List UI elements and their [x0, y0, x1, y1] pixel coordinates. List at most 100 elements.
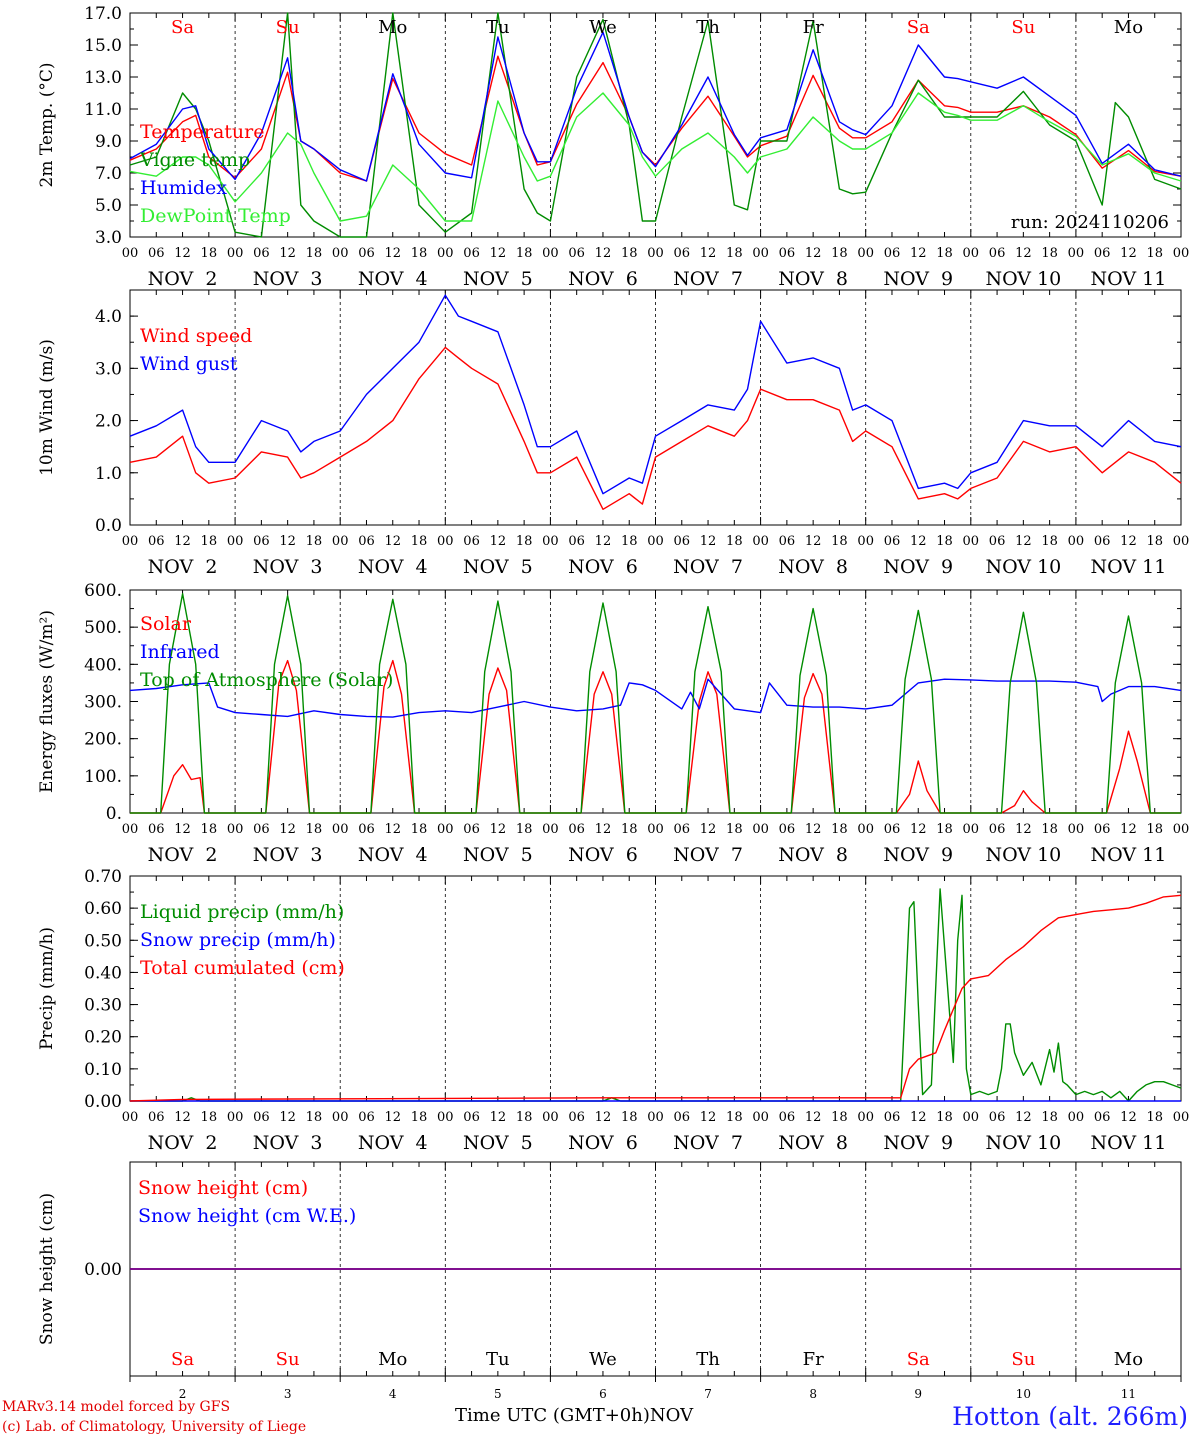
hour-tick-label: 12 [384, 534, 401, 549]
hour-tick-label: 06 [148, 246, 165, 261]
hour-tick-label: 06 [568, 246, 585, 261]
hour-tick-label: 00 [752, 534, 769, 549]
hour-tick-label: 06 [884, 1110, 901, 1125]
weekday-label: Th [696, 17, 720, 38]
y-tick-label: 400. [84, 655, 122, 675]
station-label: Hotton (alt. 266m) [952, 1402, 1188, 1431]
legend-entry: Total cumulated (cm) [140, 957, 345, 979]
weekday-label: Mo [1114, 1349, 1143, 1370]
panel-flux: 0. 100. 200. 300. 400. 500. 600. Energy fluxes … [37, 581, 1189, 866]
date-label: NOV 11 [1091, 556, 1167, 578]
hour-tick-label: 00 [227, 822, 244, 837]
hour-tick-label: 00 [647, 246, 664, 261]
day-number-label: 8 [809, 1387, 817, 1401]
hour-tick-label: 12 [805, 1110, 822, 1125]
hour-tick-label: 06 [358, 534, 375, 549]
hour-tick-label: 06 [779, 822, 796, 837]
hour-tick-label: 18 [936, 1110, 953, 1125]
hour-tick-label: 06 [568, 534, 585, 549]
hour-tick-label: 00 [1173, 822, 1190, 837]
y-tick-label: 3.0 [95, 228, 122, 248]
y-tick-label: 2.0 [95, 412, 122, 432]
date-label: NOV 9 [883, 1132, 953, 1154]
date-label: NOV 4 [358, 844, 428, 866]
hour-tick-label: 12 [910, 534, 927, 549]
date-label: NOV 9 [883, 844, 953, 866]
hour-tick-label: 12 [805, 822, 822, 837]
hour-tick-label: 00 [227, 534, 244, 549]
date-label: NOV 7 [673, 556, 743, 578]
series-line-wind-speed [129, 346, 1182, 510]
y-tick-label: 0.60 [84, 899, 122, 919]
hour-tick-label: 00 [332, 822, 349, 837]
day-number-label: 5 [494, 1387, 502, 1401]
hour-tick-label: 12 [595, 1110, 612, 1125]
hour-tick-label: 00 [963, 822, 980, 837]
hour-tick-label: 18 [201, 534, 218, 549]
y-tick-label: 300. [84, 693, 122, 713]
hour-tick-label: 00 [1068, 246, 1085, 261]
hour-tick-label: 12 [1015, 1110, 1032, 1125]
day-number-label: 7 [704, 1387, 712, 1401]
hour-tick-label: 18 [306, 822, 323, 837]
series-line-vigne-temp [129, 12, 1182, 238]
weekday-label: Fr [803, 1349, 824, 1370]
hour-tick-label: 18 [726, 246, 743, 261]
date-label: NOV 3 [253, 844, 323, 866]
legend-entry: Snow precip (mm/h) [140, 929, 336, 951]
date-label: NOV 5 [463, 268, 533, 290]
date-label: NOV 7 [673, 268, 743, 290]
y-axis-title: 10m Wind (m/s) [37, 339, 57, 476]
date-label: NOV 5 [463, 844, 533, 866]
hour-tick-label: 00 [647, 822, 664, 837]
hour-tick-label: 18 [1041, 534, 1058, 549]
weekday-label: We [589, 1349, 617, 1370]
date-label: NOV 8 [778, 844, 848, 866]
hour-tick-label: 18 [831, 534, 848, 549]
date-label: NOV 9 [883, 556, 953, 578]
panel-precip: 0.00 0.10 0.20 0.30 0.40 0.50 0.60 0.70 Precip (… [37, 867, 1189, 1154]
day-number-label: 3 [284, 1387, 292, 1401]
weekday-label: Tu [486, 17, 510, 38]
month-label: NOV [649, 1405, 694, 1426]
hour-tick-label: 00 [1068, 822, 1085, 837]
hour-tick-label: 00 [437, 246, 454, 261]
hour-tick-label: 18 [1041, 822, 1058, 837]
date-label: NOV 5 [463, 1132, 533, 1154]
hour-tick-label: 12 [490, 246, 507, 261]
hour-tick-label: 06 [253, 534, 270, 549]
date-label: NOV 11 [1091, 844, 1167, 866]
y-axis-title: 2m Temp. (°C) [37, 62, 57, 187]
hour-tick-label: 06 [674, 1110, 691, 1125]
hour-tick-label: 00 [1173, 246, 1190, 261]
date-label: NOV 9 [883, 268, 953, 290]
hour-tick-label: 00 [1173, 1110, 1190, 1125]
date-label: NOV 8 [778, 1132, 848, 1154]
panel-frame [129, 12, 1182, 238]
weekday-label: Sa [171, 1349, 194, 1370]
date-label: NOV 7 [673, 844, 743, 866]
series-line-infrared [129, 678, 1182, 718]
hour-tick-label: 12 [910, 822, 927, 837]
weekday-label: Mo [378, 1349, 407, 1370]
date-label: NOV 3 [253, 556, 323, 578]
x-axis-title: Time UTC (GMT+0h)NOV [455, 1405, 693, 1426]
hour-tick-label: 12 [279, 534, 296, 549]
hour-tick-label: 18 [621, 822, 638, 837]
date-label: NOV 10 [985, 844, 1061, 866]
y-tick-label: 15.0 [84, 36, 122, 56]
weekday-label: Su [276, 1349, 300, 1370]
hour-tick-label: 00 [857, 822, 874, 837]
series-line-humidex [129, 31, 1182, 182]
y-tick-label: 0.00 [84, 1092, 122, 1112]
legend-entry: Top of Atmosphere (Solar) [140, 669, 393, 691]
series-line-wind-gust [129, 294, 1182, 495]
date-label: NOV 3 [253, 1132, 323, 1154]
date-label: NOV 6 [568, 844, 638, 866]
hour-tick-label: 12 [595, 822, 612, 837]
y-tick-label: 9.0 [95, 132, 122, 152]
hour-tick-label: 00 [857, 1110, 874, 1125]
y-tick-label: 0. [106, 804, 122, 824]
hour-tick-label: 12 [174, 534, 191, 549]
